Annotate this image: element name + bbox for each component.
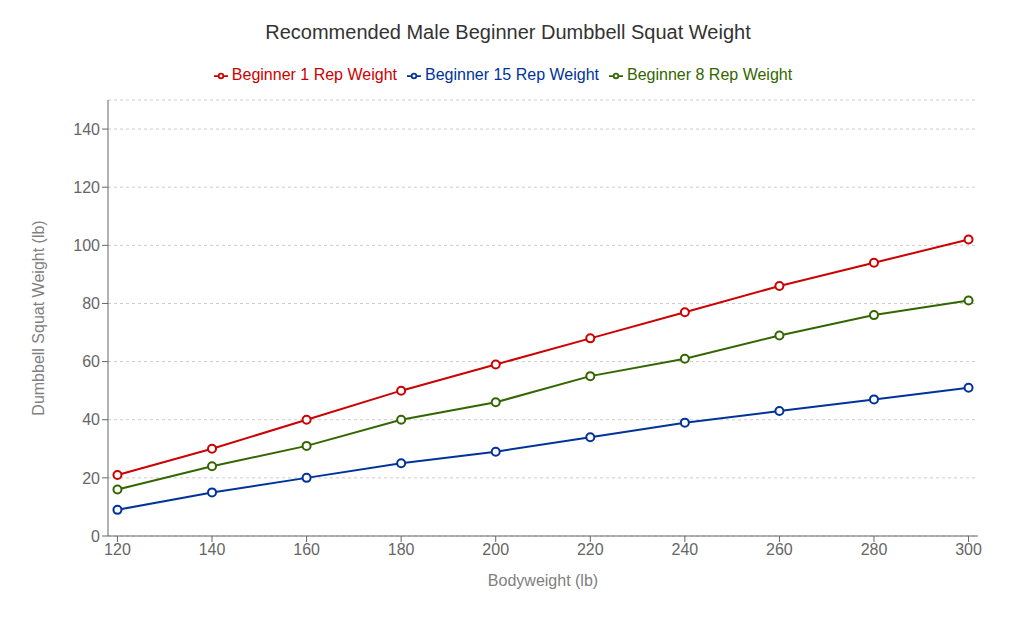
svg-text:20: 20 [82, 470, 100, 487]
svg-text:Dumbbell Squat Weight (lb): Dumbbell Squat Weight (lb) [30, 220, 47, 415]
html-text:Beginner 15 Rep Weight: Beginner 15 Rep Weight [425, 66, 599, 83]
html-text:Beginner 1 Rep Weight: Beginner 1 Rep Weight [231, 66, 397, 83]
html-text:Beginner 8 Rep Weight: Beginner 8 Rep Weight [627, 66, 793, 83]
svg-text:200: 200 [482, 541, 509, 558]
svg-text:180: 180 [388, 541, 415, 558]
svg-text:0: 0 [91, 528, 100, 545]
svg-text:240: 240 [671, 541, 698, 558]
svg-text:Bodyweight (lb): Bodyweight (lb) [488, 572, 598, 589]
svg-text:80: 80 [82, 295, 100, 312]
html-text:Recommended Male Beginner Dumb: Recommended Male Beginner Dumbbell Squat… [265, 21, 751, 43]
svg-text:280: 280 [861, 541, 888, 558]
svg-text:140: 140 [73, 121, 100, 138]
svg-text:160: 160 [293, 541, 320, 558]
svg-text:60: 60 [82, 353, 100, 370]
svg-text:260: 260 [766, 541, 793, 558]
svg-text:140: 140 [199, 541, 226, 558]
svg-text:120: 120 [104, 541, 131, 558]
svg-text:100: 100 [73, 237, 100, 254]
svg-text:120: 120 [73, 179, 100, 196]
svg-text:220: 220 [577, 541, 604, 558]
svg-text:300: 300 [955, 541, 982, 558]
svg-text:40: 40 [82, 411, 100, 428]
